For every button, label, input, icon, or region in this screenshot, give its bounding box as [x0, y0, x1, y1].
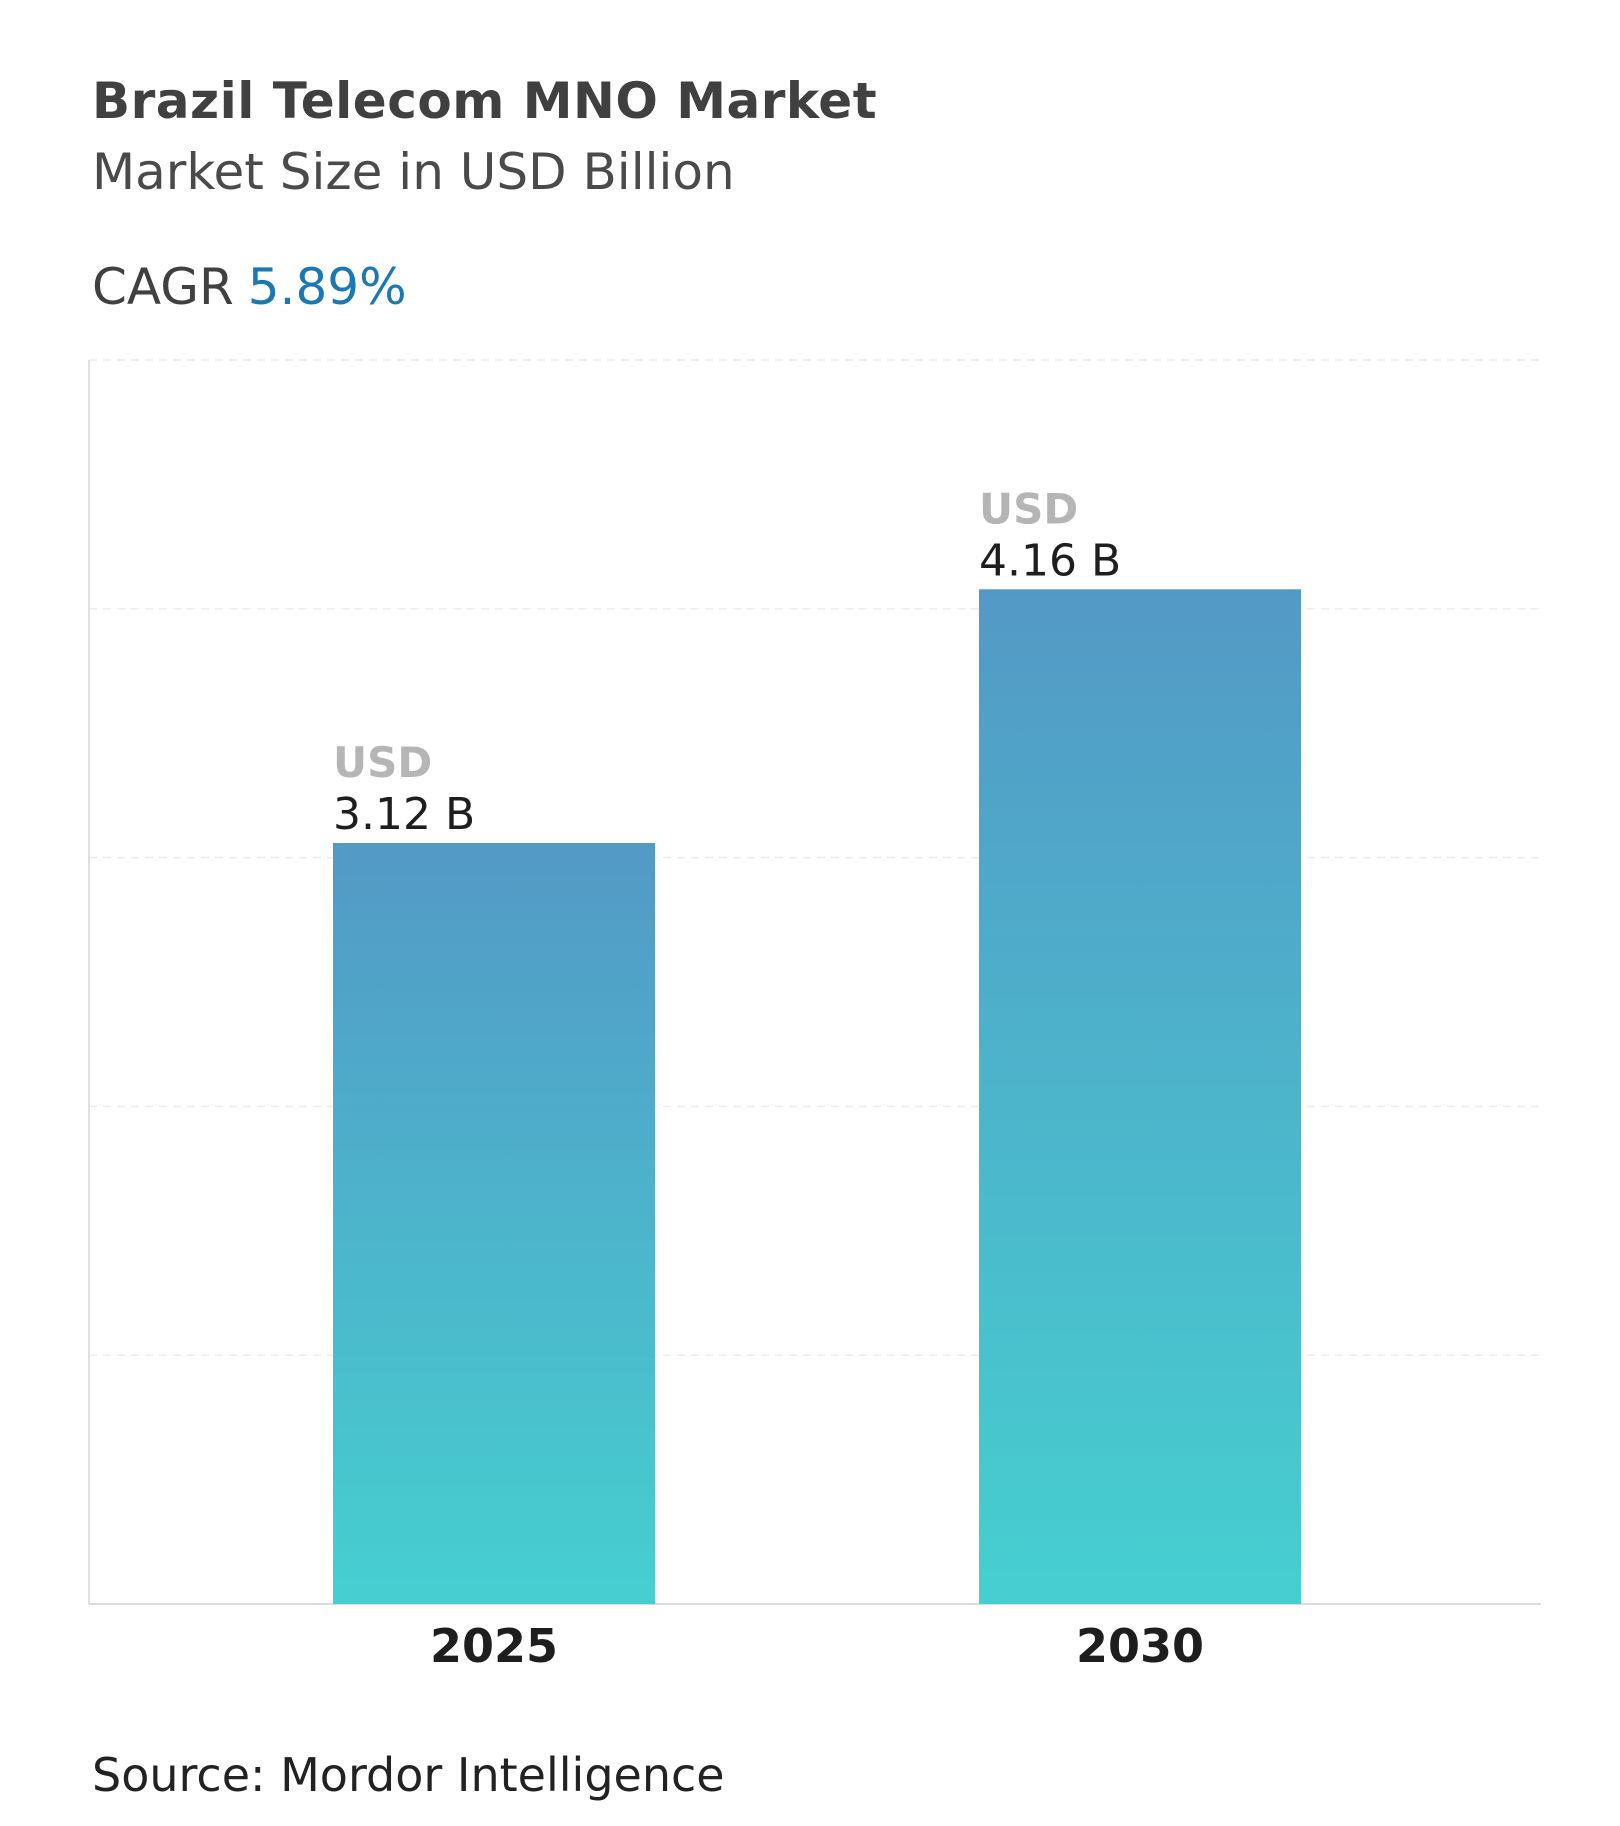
- x-tick-label: 2025: [430, 1619, 558, 1673]
- data-label-value: 4.16 B: [979, 535, 1121, 586]
- cagr-value: 5.89%: [247, 258, 407, 316]
- x-tick-label: 2030: [1076, 1619, 1204, 1673]
- chart-subtitle: Market Size in USD Billion: [92, 143, 735, 201]
- data-label-value: 3.12 B: [333, 789, 475, 840]
- bar-2025: [333, 842, 655, 1604]
- chart-title: Brazil Telecom MNO Market: [92, 72, 878, 130]
- data-label-unit: USD: [979, 484, 1078, 533]
- bar-2030: [979, 589, 1301, 1604]
- cagr: CAGR 5.89%: [92, 258, 407, 316]
- cagr-label: CAGR: [92, 258, 234, 316]
- data-label-unit: USD: [333, 738, 432, 787]
- source-note: Source: Mordor Intelligence: [92, 1748, 725, 1802]
